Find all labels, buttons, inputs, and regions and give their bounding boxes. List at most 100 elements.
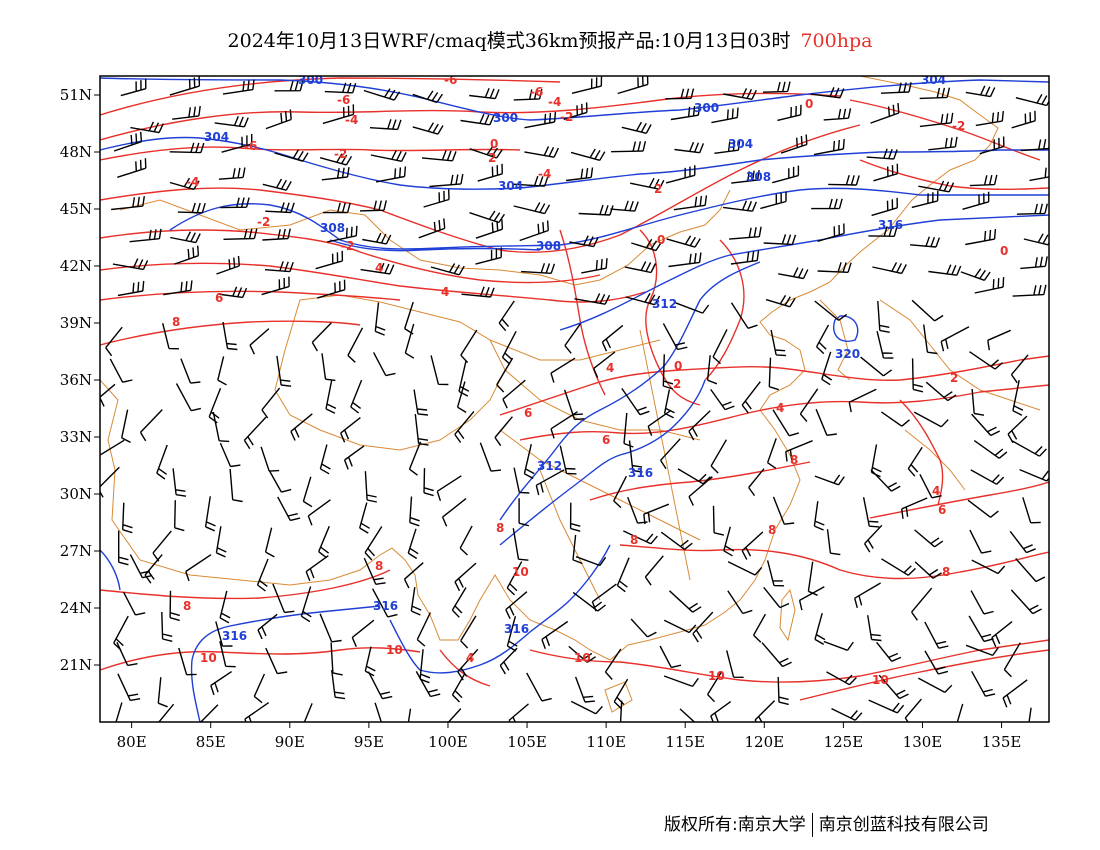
wind-barb [979, 136, 1005, 155]
wind-barb [505, 591, 528, 619]
mongolia-border [119, 189, 731, 286]
wind-barb [911, 358, 924, 393]
wind-barb [100, 466, 120, 498]
wind-barb [848, 388, 877, 413]
wind-barb [630, 618, 657, 638]
wind-barb [766, 438, 777, 469]
wind-barb [854, 582, 881, 608]
wind-barb [799, 388, 819, 422]
tibet-outline [274, 294, 506, 451]
temperature-label: -2 [341, 239, 354, 253]
wind-barb [311, 322, 332, 352]
wind-barb [359, 502, 370, 534]
lon-tick-label: 135E [982, 733, 1022, 751]
wind-barb [574, 676, 595, 703]
wind-barb [118, 530, 129, 566]
wind-barb [880, 411, 910, 427]
wind-barb [971, 388, 985, 416]
wind-barb [967, 499, 999, 518]
lat-tick-label: 42N [60, 257, 92, 275]
wind-barb [117, 673, 141, 702]
wind-barb [513, 467, 530, 494]
wind-barb [363, 557, 386, 585]
wind-barb [372, 352, 396, 377]
wind-barb [460, 113, 495, 126]
wind-barb [321, 353, 336, 382]
temperature-label: -6 [530, 85, 543, 99]
temperature-label: 4 [466, 651, 474, 665]
wind-barb [436, 475, 462, 502]
credit-divider [811, 813, 813, 837]
wind-barb [817, 223, 845, 242]
wind-barb [429, 173, 464, 188]
wind-barb [362, 232, 392, 245]
wind-barbs [100, 76, 1049, 722]
wind-barb [864, 524, 883, 553]
temperature-label: 8 [942, 565, 950, 579]
height-label: 308 [320, 221, 345, 235]
wind-barb [662, 354, 674, 390]
lat-tick-label: 27N [60, 542, 92, 560]
wind-barb [469, 210, 505, 224]
wind-barb [828, 175, 860, 186]
wind-barb [253, 673, 266, 704]
korea-japan [819, 299, 1041, 491]
temperature-label: 8 [375, 559, 383, 573]
wind-barb [901, 497, 928, 519]
wind-barb [364, 471, 377, 503]
wind-barb [925, 381, 957, 402]
wind-barb [550, 411, 578, 439]
wind-barb [730, 250, 760, 265]
wind-barb [730, 302, 758, 329]
wind-barb [871, 197, 898, 217]
height-label: 312 [537, 459, 562, 473]
wind-barb [257, 613, 278, 640]
wind-barb [374, 702, 383, 722]
wind-barb [115, 702, 123, 722]
wind-barb [498, 300, 515, 332]
wind-barb [914, 529, 944, 548]
wind-barb [363, 88, 401, 101]
wind-barb [521, 263, 556, 274]
temperature-label: -2 [560, 110, 573, 124]
wind-barb [518, 498, 529, 527]
height-label: 304 [921, 73, 946, 87]
temperature-label: 6 [938, 503, 946, 517]
wind-barb [772, 409, 800, 437]
wind-barb [1012, 440, 1047, 457]
wind-barb [723, 200, 757, 212]
wind-barb [663, 619, 697, 634]
wind-barb [163, 280, 193, 296]
wind-barb [868, 226, 898, 237]
height-label: 320 [835, 347, 860, 361]
wind-barb [761, 642, 792, 668]
wind-barb [451, 587, 467, 618]
wind-barb [1002, 679, 1028, 708]
wind-barb [374, 302, 386, 336]
wind-barb [460, 615, 477, 649]
wind-barb [403, 562, 424, 589]
wind-barb [423, 468, 434, 497]
wind-barb [831, 707, 863, 721]
wind-barb [169, 590, 180, 622]
wind-barb [479, 442, 502, 472]
wind-barb [265, 647, 288, 675]
height-label: 308 [536, 239, 561, 253]
wind-barb [325, 380, 337, 414]
temperature-label: 10 [512, 565, 529, 579]
wind-barb [625, 293, 661, 306]
wind-barb [264, 527, 275, 558]
wind-barb [566, 167, 594, 182]
wind-barb [264, 261, 294, 273]
wind-barb [731, 170, 760, 184]
temperature-label: 10 [200, 651, 217, 665]
wind-barb [461, 286, 495, 298]
wind-barb [185, 554, 212, 582]
wind-barb [741, 531, 764, 560]
wind-barb [762, 81, 791, 93]
wind-barb [412, 122, 444, 135]
wind-barb [350, 379, 363, 414]
wind-barb [221, 134, 253, 153]
wind-barb [212, 411, 230, 443]
